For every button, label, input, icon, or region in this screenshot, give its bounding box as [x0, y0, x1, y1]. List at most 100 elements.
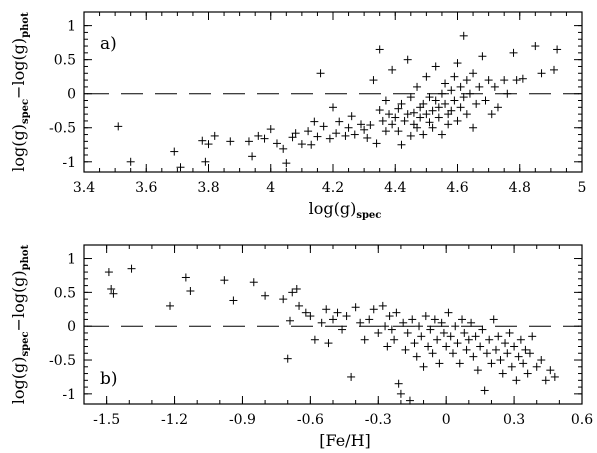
- data-point: [460, 328, 469, 337]
- data-point: [465, 89, 474, 98]
- y-tick-label: 0: [67, 319, 76, 335]
- data-point: [329, 103, 337, 112]
- data-point: [453, 59, 462, 68]
- y-axis-title-main: log(g): [9, 124, 28, 172]
- data-point: [351, 303, 360, 312]
- data-point: [428, 349, 437, 358]
- data-point: [357, 120, 366, 129]
- data-point: [459, 31, 468, 40]
- data-point: [512, 376, 521, 385]
- data-point: [392, 308, 401, 317]
- x-tick-label: 0: [442, 412, 451, 428]
- data-point: [403, 328, 412, 337]
- data-point: [478, 325, 487, 334]
- data-point: [444, 120, 453, 129]
- x-tick-label: 4.2: [322, 180, 344, 196]
- data-point: [374, 328, 383, 337]
- data-point: [516, 335, 525, 344]
- data-point: [469, 69, 478, 78]
- data-point: [406, 131, 415, 140]
- data-point: [519, 359, 528, 368]
- data-point: [442, 342, 451, 351]
- x-tick-label: -0.3: [365, 412, 392, 428]
- y-axis-title-subscript: phot: [20, 244, 31, 270]
- x-axis-title-main: [Fe/H]: [319, 431, 371, 450]
- data-point: [249, 278, 258, 287]
- data-point: [342, 312, 351, 321]
- data-point: [421, 312, 430, 321]
- x-tick-label: 3.6: [135, 180, 157, 196]
- data-point: [166, 301, 175, 310]
- y-tick-label: -1: [62, 155, 76, 171]
- data-point: [127, 264, 136, 273]
- data-point: [304, 127, 313, 136]
- x-axis-title: log(g)spec: [309, 199, 382, 221]
- data-point: [388, 120, 397, 129]
- data-point: [462, 110, 471, 119]
- data-point: [347, 372, 356, 381]
- data-point: [451, 322, 460, 331]
- data-point: [480, 386, 489, 395]
- data-point: [170, 147, 179, 156]
- data-point: [413, 82, 422, 91]
- data-point: [441, 99, 450, 108]
- data-point: [553, 45, 562, 54]
- plot-frame: [83, 244, 583, 405]
- data-point: [204, 140, 213, 149]
- data-point: [394, 104, 403, 113]
- data-point: [462, 76, 471, 85]
- data-point: [408, 315, 417, 324]
- data-point: [426, 325, 435, 334]
- data-point: [369, 305, 378, 314]
- data-point: [324, 339, 333, 348]
- y-axis-title-main: log(g): [9, 357, 28, 405]
- data-point: [509, 48, 518, 57]
- data-point: [482, 349, 491, 358]
- data-point: [406, 93, 415, 102]
- data-point: [266, 125, 275, 134]
- data-point: [464, 335, 473, 344]
- data-point: [198, 136, 207, 145]
- data-point: [467, 318, 476, 327]
- data-point: [537, 356, 546, 365]
- data-point: [501, 339, 510, 348]
- data-point: [378, 301, 387, 310]
- data-point: [441, 79, 450, 88]
- data-point: [329, 315, 337, 324]
- data-point: [375, 106, 384, 115]
- data-point: [439, 328, 448, 337]
- data-point: [417, 332, 426, 341]
- data-point: [550, 372, 559, 381]
- data-point: [260, 134, 269, 143]
- data-point: [325, 134, 334, 143]
- data-point: [365, 315, 374, 324]
- data-point: [350, 130, 359, 139]
- y-tick-label: 0.5: [54, 285, 76, 301]
- data-point: [372, 139, 381, 148]
- data-point: [458, 315, 467, 324]
- data-point: [491, 345, 500, 354]
- data-point: [403, 110, 412, 119]
- data-point: [360, 335, 369, 344]
- data-point: [114, 122, 123, 131]
- x-tick-label: 4: [266, 180, 275, 196]
- data-point: [459, 93, 468, 102]
- data-point: [503, 89, 512, 98]
- data-point: [387, 325, 396, 334]
- y-axis-title: log(g)spec−log(g)phot: [9, 12, 31, 172]
- data-point: [430, 315, 439, 324]
- data-point: [532, 362, 541, 371]
- data-point: [332, 129, 341, 138]
- data-point: [494, 332, 503, 341]
- data-point: [310, 335, 319, 344]
- data-point: [104, 268, 113, 277]
- data-point: [282, 159, 291, 168]
- data-point: [444, 308, 453, 317]
- data-point: [498, 369, 507, 378]
- data-point: [403, 55, 412, 64]
- x-tick-label: -0.6: [297, 412, 324, 428]
- data-point: [415, 322, 424, 331]
- panel-label: a): [100, 34, 117, 54]
- data-point: [413, 123, 422, 132]
- x-tick-label: -1.2: [161, 412, 188, 428]
